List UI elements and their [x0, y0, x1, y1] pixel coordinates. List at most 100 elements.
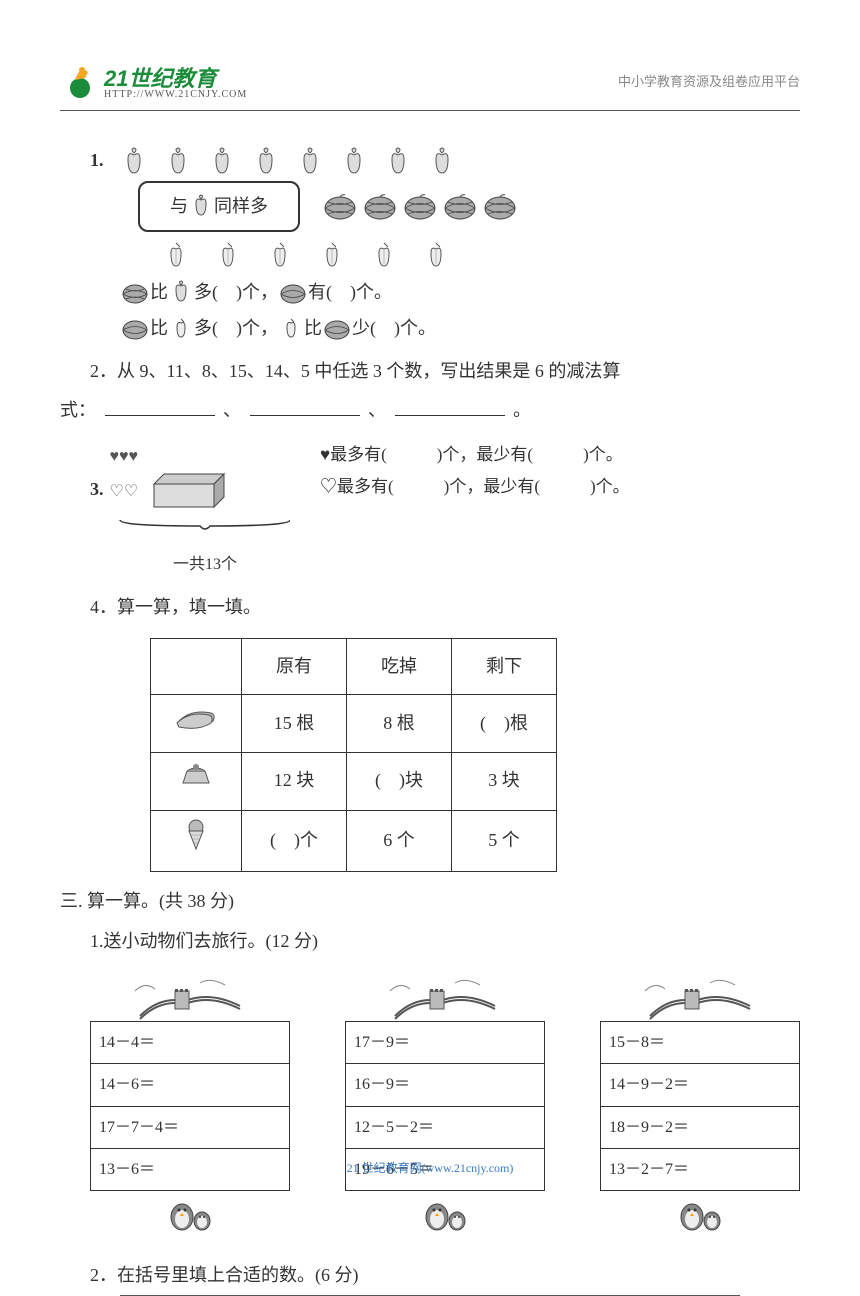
equation-row: 18－9－2＝	[601, 1106, 800, 1148]
apple-icon	[188, 193, 214, 219]
q1-statements: 比 多( )个， 有( )个。 比 多( )个， 比 少( )个。	[120, 274, 800, 346]
q1-text: 有( )个。	[308, 274, 392, 310]
melon-row	[320, 192, 520, 220]
equation-row: 17－9＝	[346, 1022, 545, 1064]
blank-input[interactable]	[250, 415, 360, 416]
peach-icon	[420, 239, 452, 271]
equation-cell[interactable]: 14－9－2＝	[601, 1064, 800, 1106]
cake-icon-cell	[151, 752, 242, 810]
q1-number: 1.	[90, 141, 104, 181]
apple-icon	[118, 146, 150, 178]
question-3: 3. ♥♥♥ ♡♡ 一共13个 ♥最多有( )个，最少有(	[90, 439, 800, 582]
cell-blank[interactable]: ( )个	[242, 810, 347, 872]
blank-input[interactable]	[533, 439, 583, 471]
blank-input[interactable]	[540, 471, 590, 503]
apple-icon	[426, 146, 458, 178]
equation-cell[interactable]: 12－5－2＝	[346, 1106, 545, 1148]
peach-icon	[278, 315, 304, 341]
section3-title: 三. 算一算。(共 38 分)	[60, 882, 800, 922]
cell-blank[interactable]: ( )块	[347, 752, 452, 810]
q1-text: 比	[304, 310, 322, 346]
equation-cell[interactable]: 14－4＝	[91, 1022, 290, 1064]
equation-cell[interactable]: 15－8＝	[601, 1022, 800, 1064]
peach-icon	[368, 239, 400, 271]
q1-text: 少( )个。	[352, 310, 436, 346]
equation-cell[interactable]: 14－6＝	[91, 1064, 290, 1106]
blank-input[interactable]	[394, 471, 444, 503]
q2-end: 。	[513, 400, 531, 420]
melon-icon	[120, 279, 150, 305]
q4-title: 4．算一算，填一填。	[90, 588, 800, 628]
blank-input[interactable]	[395, 415, 505, 416]
apple-icon	[338, 146, 370, 178]
travel-column: 15－8＝14－9－2＝18－9－2＝13－2－7＝	[600, 971, 800, 1245]
sausage-icon	[171, 701, 221, 731]
logo-url: HTTP://WWW.21CNJY.COM	[104, 89, 247, 100]
apple-icon	[382, 146, 414, 178]
q1-text: 比	[150, 274, 168, 310]
blank-input[interactable]	[105, 415, 215, 416]
question-1: 1. 与 同样多 比 多( )个， 有( )个。 比	[90, 141, 800, 346]
melon-icon	[322, 192, 358, 220]
blank-input[interactable]	[387, 439, 437, 471]
travel-column: 17－9＝16－9＝12－5－2＝19－6－5＝	[345, 971, 545, 1245]
melon-icon	[402, 192, 438, 220]
peach-icon	[168, 315, 194, 341]
section3-sub2: 2．在括号里填上合适的数。(6 分)	[60, 1256, 800, 1296]
equation-cell[interactable]: 18－9－2＝	[601, 1106, 800, 1148]
peach-icon	[212, 239, 244, 271]
table-row: 12 块 ( )块 3 块	[151, 752, 557, 810]
peach-icon	[160, 239, 192, 271]
apple-icon	[162, 146, 194, 178]
great-wall-icon	[640, 971, 760, 1021]
apple-icon	[294, 146, 326, 178]
brace-icon	[90, 516, 290, 534]
melon-icon	[120, 315, 150, 341]
cell: 12 块	[242, 752, 347, 810]
q2-sep: 、	[223, 400, 241, 420]
header-tagline: 中小学教育资源及组卷应用平台	[618, 71, 800, 90]
equation-row: 14－6＝	[91, 1064, 290, 1106]
equation-cell[interactable]: 17－9＝	[346, 1022, 545, 1064]
penguin-icon	[160, 1195, 220, 1231]
cell-blank[interactable]: ( )根	[452, 695, 557, 753]
page-content: 1. 与 同样多 比 多( )个， 有( )个。 比	[60, 141, 800, 1295]
equation-row: 14－9－2＝	[601, 1064, 800, 1106]
peach-row	[150, 234, 800, 274]
q1-text: 多( )个，	[194, 274, 278, 310]
box-3d-icon	[144, 469, 234, 509]
peach-icon	[264, 239, 296, 271]
table-row: ( )个 6 个 5 个	[151, 810, 557, 872]
travel-columns: 14－4＝14－6＝17－7－4＝13－6＝17－9＝16－9＝12－5－2＝1…	[90, 971, 800, 1245]
section3-sub1: 1.送小动物们去旅行。(12 分)	[60, 922, 800, 962]
question-4: 4．算一算，填一填。 原有 吃掉 剩下 15 根 8 根 ( )根 12 块 (…	[90, 588, 800, 872]
th-original: 原有	[242, 638, 347, 695]
hearts-filled: ♥♥♥	[110, 439, 139, 474]
q3-text: )个。	[590, 471, 630, 503]
q3-text: ♡最多有(	[320, 471, 394, 503]
cell: 3 块	[452, 752, 557, 810]
great-wall-icon	[130, 971, 250, 1021]
cake-icon	[171, 759, 221, 789]
th-blank	[151, 638, 242, 695]
apple-row	[112, 141, 464, 181]
section-3: 三. 算一算。(共 38 分) 1.送小动物们去旅行。(12 分) 14－4＝1…	[60, 882, 800, 1295]
header-divider	[60, 110, 800, 111]
equation-row: 17－7－4＝	[91, 1106, 290, 1148]
apple-icon	[168, 279, 194, 305]
equation-row: 12－5－2＝	[346, 1106, 545, 1148]
q3-number: 3.	[90, 470, 104, 510]
penguin-icon	[670, 1195, 730, 1231]
q2-sep: 、	[368, 400, 386, 420]
cell: 6 个	[347, 810, 452, 872]
melon-icon	[362, 192, 398, 220]
q3-text: )个，最少有(	[437, 439, 533, 471]
penguin-icon	[415, 1195, 475, 1231]
equation-cell[interactable]: 16－9＝	[346, 1064, 545, 1106]
question-2: 2．从 9、11、8、15、14、5 中任选 3 个数，写出结果是 6 的减法算…	[60, 352, 800, 431]
equation-row: 15－8＝	[601, 1022, 800, 1064]
page-header: 21世纪教育 HTTP://WWW.21CNJY.COM 中小学教育资源及组卷应…	[60, 60, 800, 100]
q3-text: )个，最少有(	[444, 471, 540, 503]
table-row: 15 根 8 根 ( )根	[151, 695, 557, 753]
equation-cell[interactable]: 17－7－4＝	[91, 1106, 290, 1148]
